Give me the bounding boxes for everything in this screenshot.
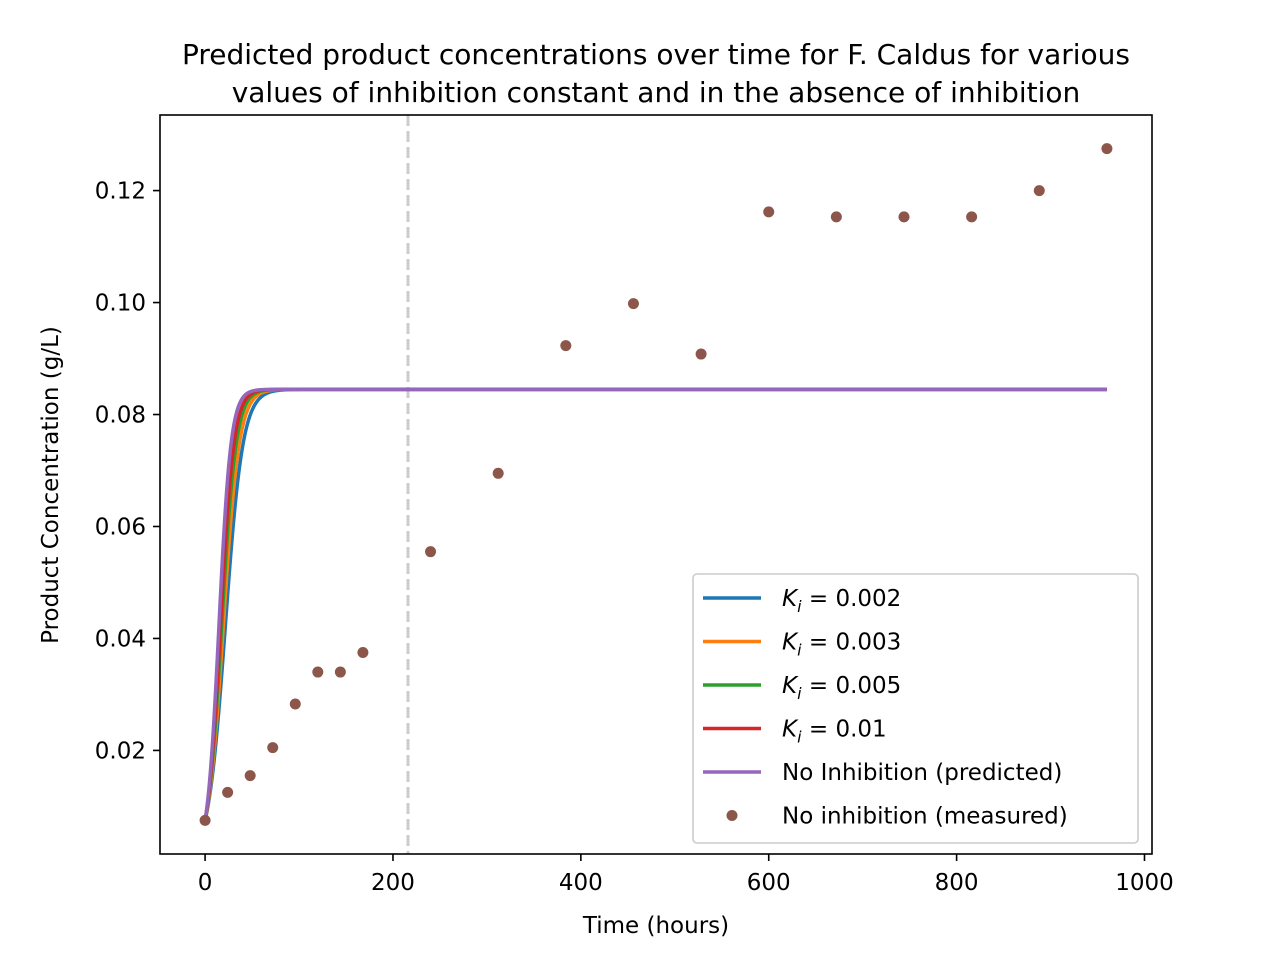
series-line-4 xyxy=(203,387,1109,821)
chart-subtitle: values of inhibition constant and in the… xyxy=(232,76,1081,109)
legend-label-2: Ki = 0.005 xyxy=(782,673,901,703)
axes-frame xyxy=(159,114,1153,855)
x-tick-label: 800 xyxy=(935,870,979,896)
data-point-5 xyxy=(312,666,324,678)
data-point-12 xyxy=(695,348,707,360)
legend-label-0: Ki = 0.002 xyxy=(782,586,901,616)
data-point-1 xyxy=(222,786,234,798)
model-curves xyxy=(203,387,1109,821)
y-tick-label: 0.04 xyxy=(95,626,146,652)
data-point-16 xyxy=(966,211,978,223)
data-point-10 xyxy=(560,340,572,352)
x-tick-label: 1000 xyxy=(1115,870,1174,896)
y-tick-label: 0.10 xyxy=(95,291,146,317)
data-point-4 xyxy=(289,698,301,710)
data-point-9 xyxy=(492,467,504,479)
data-point-18 xyxy=(1101,143,1113,155)
y-tick-label: 0.12 xyxy=(95,179,146,205)
y-tick-label: 0.02 xyxy=(95,738,146,764)
data-point-15 xyxy=(898,211,910,223)
data-point-8 xyxy=(425,546,437,558)
y-axis-title: Product Concentration (g/L) xyxy=(38,326,64,644)
legend-box xyxy=(692,573,1139,844)
legend-label-3: Ki = 0.01 xyxy=(782,717,887,747)
data-point-6 xyxy=(334,666,346,678)
data-point-0 xyxy=(199,814,211,826)
legend-label-1: Ki = 0.003 xyxy=(782,630,901,660)
data-point-7 xyxy=(357,646,369,658)
legend-label-4: No Inhibition (predicted) xyxy=(782,760,1062,786)
data-point-3 xyxy=(267,742,279,754)
data-point-2 xyxy=(244,770,256,782)
x-tick-label: 200 xyxy=(371,870,415,896)
legend-swatch-5 xyxy=(726,810,738,821)
x-tick-label: 0 xyxy=(198,870,213,896)
y-tick-label: 0.08 xyxy=(95,403,146,429)
data-point-14 xyxy=(830,211,842,223)
legend-label-5: No inhibition (measured) xyxy=(782,804,1068,830)
x-tick-label: 400 xyxy=(559,870,603,896)
plot-area xyxy=(199,115,1113,854)
x-tick-label: 600 xyxy=(747,870,791,896)
y-tick-label: 0.06 xyxy=(95,514,146,540)
x-axis-title: Time (hours) xyxy=(582,913,729,939)
data-point-11 xyxy=(627,298,639,310)
data-point-13 xyxy=(763,206,775,218)
legend: Ki = 0.002 Ki = 0.003 Ki = 0.005 Ki = 0.01 N… xyxy=(692,573,1139,844)
axes: 0 200 400 600 800 1000 0.02 0.04 0.06 0.08 0.10 0.1… xyxy=(95,114,1174,896)
chart-title: Predicted product concentrations over ti… xyxy=(182,38,1130,71)
data-point-17 xyxy=(1033,185,1045,197)
